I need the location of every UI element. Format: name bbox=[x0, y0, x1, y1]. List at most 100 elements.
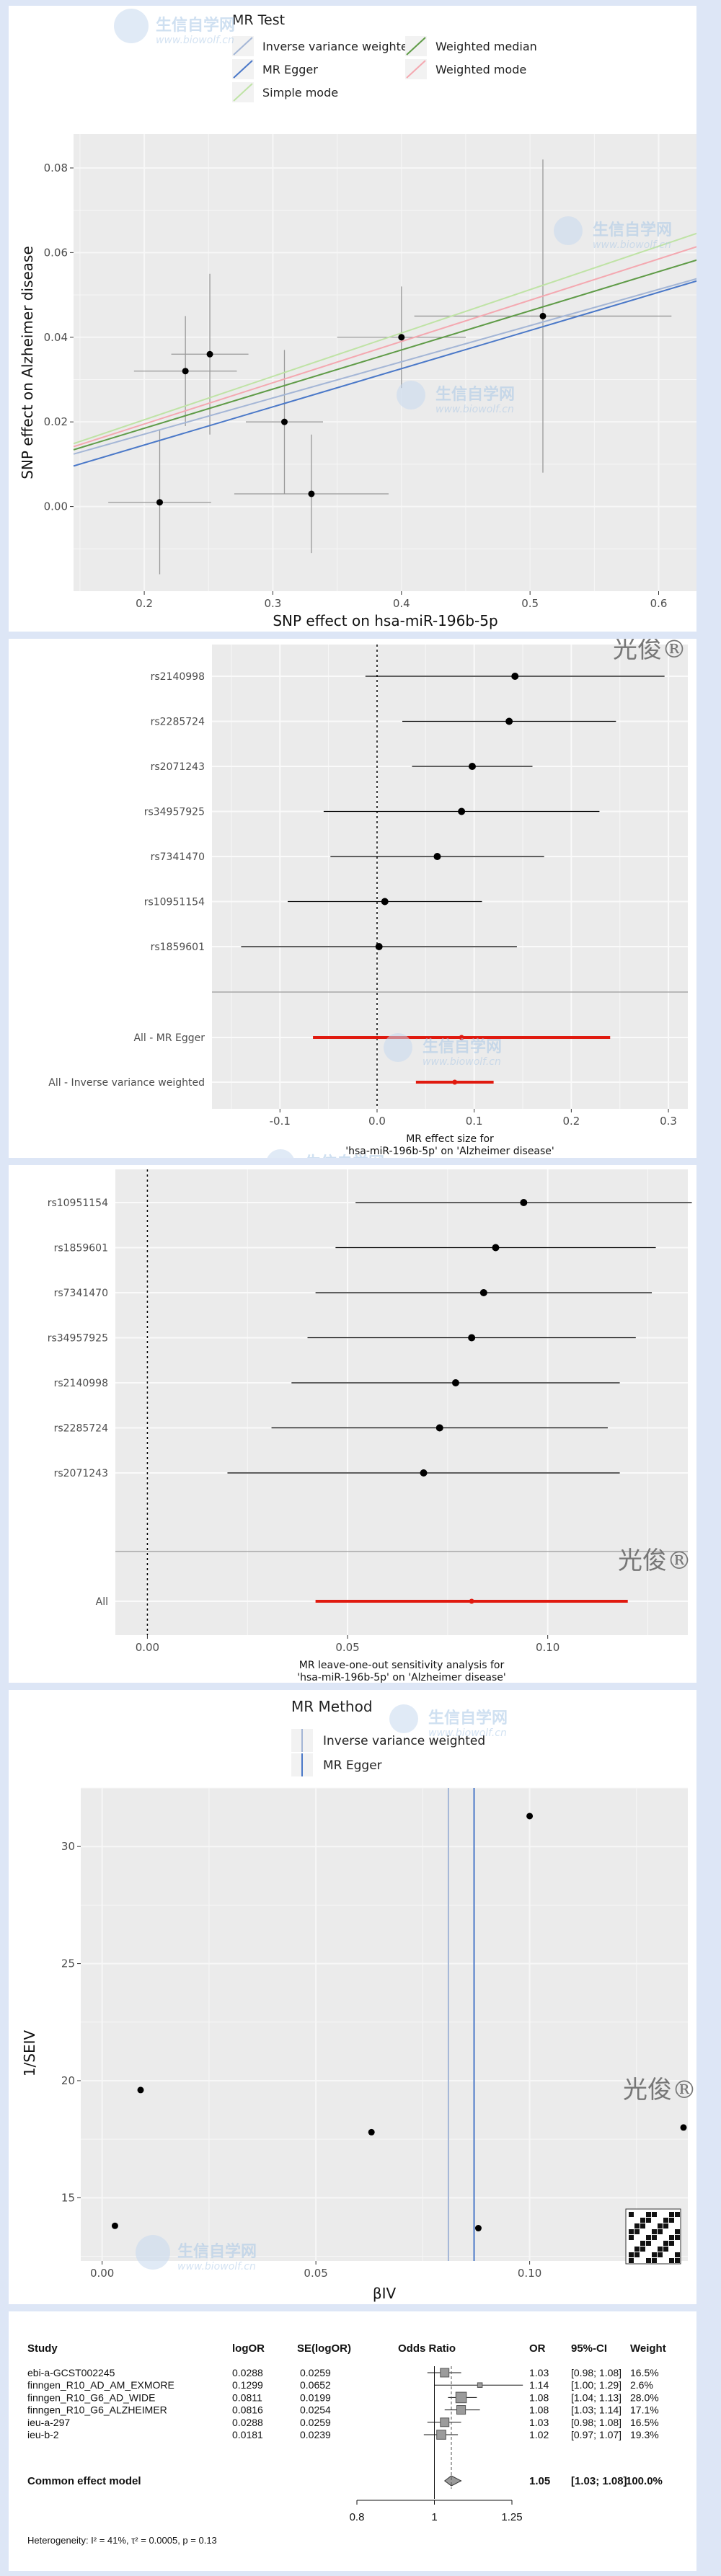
legend-label: Inverse variance weighted bbox=[262, 40, 415, 53]
qr-module bbox=[629, 2212, 634, 2217]
x-tick-label: 0.00 bbox=[136, 1641, 159, 1654]
watermark-brand: 生信自学网 bbox=[593, 221, 672, 239]
watermark-url: www.biowolf.cn bbox=[423, 1056, 501, 1068]
ci-value: [1.00; 1.29] bbox=[571, 2379, 622, 2391]
data-point bbox=[156, 499, 163, 506]
qr-module bbox=[658, 2229, 663, 2234]
y-tick-label: 20 bbox=[61, 2074, 75, 2087]
qr-module bbox=[658, 2223, 663, 2228]
se-value: 0.0259 bbox=[300, 2367, 331, 2378]
qr-module bbox=[675, 2235, 680, 2240]
funnel-plot-panel: MR Method Inverse variance weighted MR Egg… bbox=[9, 1690, 696, 2304]
row-label: rs7341470 bbox=[151, 851, 205, 863]
y-tick-label: 30 bbox=[61, 1840, 75, 1853]
logor-value: 0.0181 bbox=[232, 2429, 263, 2440]
watermark-brand: 生信自学网 bbox=[435, 385, 515, 404]
summary-point bbox=[469, 1598, 474, 1604]
x-tick-label: 0.05 bbox=[304, 2267, 327, 2280]
legend-label: Inverse variance weighted bbox=[323, 1734, 485, 1748]
or-value: 1.03 bbox=[529, 2417, 549, 2428]
qr-module bbox=[629, 2258, 634, 2263]
watermark-logo bbox=[397, 381, 425, 410]
ci-value: [1.03; 1.14] bbox=[571, 2404, 622, 2416]
x-tick-label: 0.4 bbox=[393, 597, 410, 610]
mr-scatter-chart: MR Test Inverse variance weighted Weighted… bbox=[19, 9, 696, 629]
qr-module bbox=[646, 2241, 651, 2246]
legend-title: MR Method bbox=[291, 1698, 373, 1715]
qr-module bbox=[629, 2252, 634, 2257]
x-tick-label: 0.0 bbox=[368, 1115, 386, 1128]
watermark-logo bbox=[136, 2235, 170, 2270]
snp-point bbox=[468, 1334, 476, 1342]
se-value: 0.0652 bbox=[300, 2379, 331, 2391]
column-header: Study bbox=[27, 2342, 58, 2355]
qr-module bbox=[652, 2235, 657, 2240]
qr-module bbox=[663, 2241, 668, 2246]
watermark-url: www.biowolf.cn bbox=[428, 1727, 507, 1739]
logor-value: 0.0288 bbox=[232, 2367, 263, 2378]
qr-module bbox=[646, 2258, 651, 2263]
qr-module bbox=[669, 2212, 674, 2217]
common-model-label: Common effect model bbox=[27, 2475, 141, 2487]
plot-background bbox=[115, 1169, 688, 1635]
qr-module bbox=[634, 2223, 640, 2228]
column-header: OR bbox=[529, 2342, 546, 2355]
watermark-brand: 生信自学网 bbox=[428, 1709, 508, 1727]
signature-watermark: 光俊® bbox=[613, 639, 686, 664]
snp-point bbox=[451, 1379, 459, 1386]
legend-title: MR Test bbox=[232, 12, 285, 28]
se-value: 0.0254 bbox=[300, 2404, 331, 2416]
study-weight-box bbox=[477, 2382, 483, 2388]
study-weight-box bbox=[436, 2430, 446, 2440]
row-label: rs7341470 bbox=[54, 1288, 108, 1299]
or-value: 1.02 bbox=[529, 2429, 549, 2440]
or-value: 1.14 bbox=[529, 2379, 549, 2391]
row-label: rs2071243 bbox=[54, 1468, 108, 1479]
snp-point bbox=[375, 943, 383, 950]
x-axis-title-line2: 'hsa-miR-196b-5p' on 'Alzheimer disease' bbox=[297, 1672, 506, 1683]
data-point bbox=[680, 2124, 687, 2131]
x-tick-label: 0.3 bbox=[265, 597, 282, 610]
row-label: rs34957925 bbox=[48, 1333, 108, 1345]
row-label: All bbox=[96, 1596, 108, 1608]
common-weight: 100.0% bbox=[626, 2475, 663, 2487]
qr-module bbox=[652, 2212, 657, 2217]
watermark-brand: 生信自学网 bbox=[177, 2242, 257, 2261]
signature-watermark: 光俊® bbox=[618, 1546, 691, 1575]
row-label: rs2140998 bbox=[54, 1378, 108, 1389]
data-point bbox=[398, 334, 405, 341]
study-name: finngen_R10_AD_AM_EXMORE bbox=[27, 2379, 174, 2391]
x-axis-title-line1: MR leave-one-out sensitivity analysis fo… bbox=[299, 1660, 505, 1671]
row-label: rs2285724 bbox=[54, 1423, 108, 1435]
data-point bbox=[474, 2225, 482, 2232]
leave-one-out-panel: rs10951154 rs1859601 rs7341470 rs34957925 rs… bbox=[9, 1165, 696, 1683]
qr-module bbox=[663, 2218, 668, 2223]
x-axis-title: SNP effect on hsa-miR-196b-5p bbox=[273, 612, 497, 629]
watermark-url: www.biowolf.cn bbox=[593, 239, 671, 251]
qr-code bbox=[625, 2208, 681, 2265]
legend-label: Weighted median bbox=[435, 40, 537, 53]
legend-swatch bbox=[406, 60, 426, 79]
qr-module bbox=[640, 2247, 645, 2252]
watermark-logo bbox=[554, 216, 583, 245]
column-header: logOR bbox=[232, 2342, 265, 2355]
or-value: 1.08 bbox=[529, 2404, 549, 2416]
column-header: Odds Ratio bbox=[398, 2342, 456, 2355]
plot-background bbox=[81, 1788, 688, 2261]
watermark-brand: 生信自学网 bbox=[423, 1037, 502, 1056]
x-axis-title: βIV bbox=[373, 2285, 397, 2302]
watermark-url: www.biowolf.cn bbox=[435, 404, 514, 415]
funnel-plot-chart: MR Method Inverse variance weighted MR Egg… bbox=[21, 1698, 696, 2302]
row-label: rs2140998 bbox=[151, 671, 205, 683]
x-tick-label: 0.5 bbox=[521, 597, 539, 610]
leave-one-out-chart: rs10951154 rs1859601 rs7341470 rs34957925 rs… bbox=[48, 1169, 692, 1683]
x-tick-label: 0.3 bbox=[660, 1115, 677, 1128]
logor-value: 0.0816 bbox=[232, 2404, 263, 2416]
qr-module bbox=[658, 2247, 663, 2252]
study-name: finngen_R10_G6_AD_WIDE bbox=[27, 2391, 155, 2403]
x-axis-title-line2: 'hsa-miR-196b-5p' on 'Alzheimer disease' bbox=[345, 1146, 554, 1157]
